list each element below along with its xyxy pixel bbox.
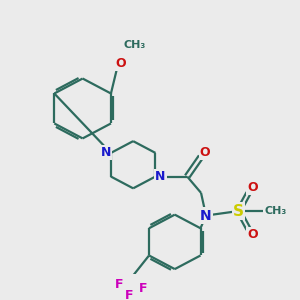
Text: N: N bbox=[101, 146, 111, 159]
Text: O: O bbox=[200, 146, 210, 159]
Text: CH₃: CH₃ bbox=[264, 206, 286, 216]
Text: CH₃: CH₃ bbox=[123, 40, 145, 50]
Text: N: N bbox=[200, 208, 212, 223]
Text: O: O bbox=[247, 181, 258, 194]
Text: S: S bbox=[233, 203, 244, 218]
Text: F: F bbox=[139, 282, 147, 295]
Text: O: O bbox=[115, 57, 126, 70]
Text: O: O bbox=[247, 228, 258, 241]
Text: F: F bbox=[125, 289, 134, 300]
Text: F: F bbox=[115, 278, 124, 291]
Text: N: N bbox=[155, 170, 166, 183]
